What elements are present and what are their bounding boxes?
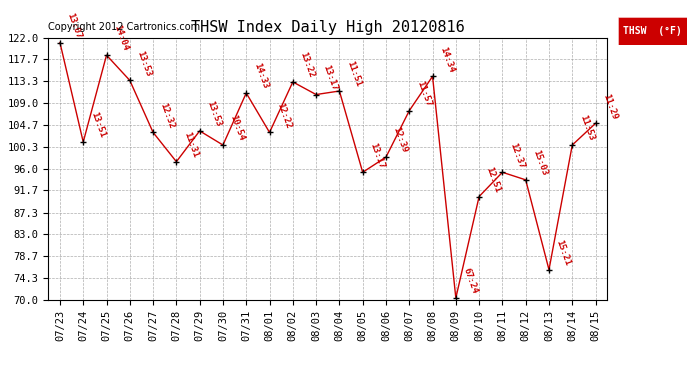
Text: 11:31: 11:31 xyxy=(182,130,199,159)
Text: 12:32: 12:32 xyxy=(159,101,177,130)
Text: 11:51: 11:51 xyxy=(345,60,363,88)
Text: Copyright 2012 Cartronics.com: Copyright 2012 Cartronics.com xyxy=(48,22,200,32)
Title: THSW Index Daily High 20120816: THSW Index Daily High 20120816 xyxy=(191,20,464,35)
Text: 15:03: 15:03 xyxy=(531,149,549,177)
Text: 12:22: 12:22 xyxy=(275,101,293,130)
Text: 13:17: 13:17 xyxy=(368,141,386,170)
Text: 13:17: 13:17 xyxy=(322,63,339,92)
Text: 11:29: 11:29 xyxy=(601,92,619,120)
Text: 12:39: 12:39 xyxy=(391,126,409,154)
Text: 67:24: 67:24 xyxy=(462,267,479,295)
Text: 11:53: 11:53 xyxy=(578,114,595,142)
Text: 14:04: 14:04 xyxy=(112,24,130,52)
Text: 13:07: 13:07 xyxy=(66,12,83,40)
Text: 12:51: 12:51 xyxy=(484,165,502,194)
Text: 13:53: 13:53 xyxy=(135,49,153,78)
Text: 14:34: 14:34 xyxy=(438,45,456,74)
Text: 12:37: 12:37 xyxy=(508,141,526,170)
Text: 10:54: 10:54 xyxy=(228,114,246,142)
Text: 13:53: 13:53 xyxy=(205,100,223,128)
Text: THSW  (°F): THSW (°F) xyxy=(622,26,682,36)
Text: 11:57: 11:57 xyxy=(415,80,433,108)
Text: 15:21: 15:21 xyxy=(555,238,572,267)
Text: 14:33: 14:33 xyxy=(252,62,270,90)
Text: 13:51: 13:51 xyxy=(89,111,106,139)
Text: 13:22: 13:22 xyxy=(298,51,316,79)
